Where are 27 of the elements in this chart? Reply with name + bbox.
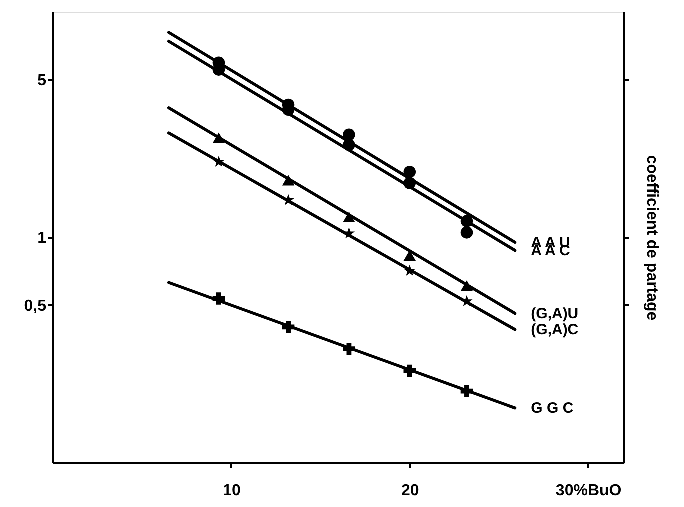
point <box>282 321 295 334</box>
point <box>212 292 226 305</box>
point <box>343 212 356 223</box>
point <box>212 132 226 144</box>
series-label: G G C <box>531 400 574 418</box>
point <box>343 342 356 356</box>
point <box>404 364 416 378</box>
y-tick-label: 1 <box>38 230 47 247</box>
point <box>404 264 416 276</box>
point <box>404 177 416 190</box>
point <box>213 156 225 168</box>
point <box>282 175 295 186</box>
y-tick-label: 0,5 <box>24 298 47 315</box>
series-label: (G,A)U <box>531 306 579 323</box>
point <box>460 226 474 239</box>
x-tick-label: 10 <box>223 482 241 500</box>
point <box>343 138 356 152</box>
point <box>343 128 356 142</box>
point <box>460 385 474 398</box>
point <box>460 215 474 228</box>
y-axis-title: coefficient de partage <box>644 155 660 321</box>
point <box>460 280 474 292</box>
x-tick-label: 20 <box>401 482 420 500</box>
series-label: (G,A)C <box>531 322 579 339</box>
point <box>404 166 416 178</box>
y-tick-label: 5 <box>38 72 47 90</box>
x-tick-label: 30%BuO <box>556 482 622 500</box>
